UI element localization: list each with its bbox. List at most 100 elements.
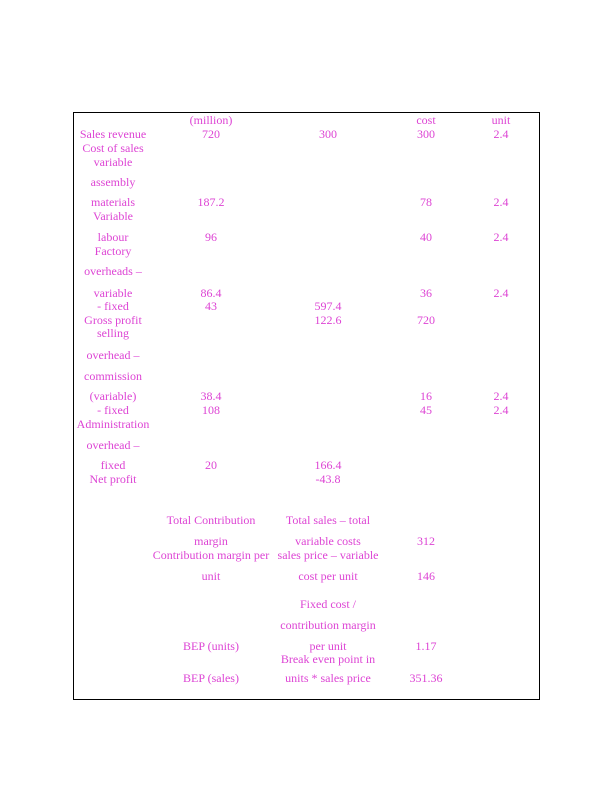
cell-term: margin	[194, 534, 228, 548]
cell-unit: 2.4	[493, 389, 509, 403]
cell-label: commission	[83, 369, 143, 383]
cell-result: 312	[417, 534, 435, 548]
cell-formula: sales price – variable	[277, 548, 379, 562]
row-selling-overhead: overhead –	[0, 349, 612, 362]
cell-cost: 36	[420, 286, 432, 300]
cell-mid: -43.8	[315, 472, 341, 486]
row-commission-variable: (variable) 38.4 16 2.4	[0, 390, 612, 403]
header-million: (million)	[189, 113, 233, 127]
row-overheads-variable: variable 86.4 36 2.4	[0, 287, 612, 300]
cell-label: overhead –	[86, 348, 140, 362]
cell-unit: 2.4	[493, 230, 509, 244]
cell-result: 351.36	[409, 671, 443, 685]
cell-result: 146	[417, 569, 435, 583]
cell-million: 38.4	[200, 389, 222, 403]
row-labour: labour 96 40 2.4	[0, 231, 612, 244]
cell-term: BEP (sales)	[183, 671, 239, 685]
row-overheads-fixed: - fixed 43 597.4	[0, 300, 612, 313]
cell-label: - fixed	[97, 299, 129, 313]
cell-cost: 300	[417, 127, 435, 141]
row-net-profit: Net profit -43.8	[0, 473, 612, 486]
row-bep-sales: BEP (sales) units * sales price 351.36	[0, 672, 612, 685]
cell-label: Factory	[94, 244, 132, 258]
row-commission: commission	[0, 370, 612, 383]
cell-label: assembly	[90, 175, 136, 189]
cell-million: 86.4	[200, 286, 222, 300]
header-row: (million) cost unit	[0, 114, 612, 127]
cell-term: Contribution margin per	[152, 548, 270, 562]
cell-mid: 300	[319, 127, 337, 141]
cell-label: (variable)	[89, 389, 137, 403]
cell-label: overheads –	[84, 264, 142, 278]
cell-label: Cost of sales	[82, 141, 144, 155]
cell-cost: 78	[420, 195, 432, 209]
cell-million: 96	[205, 230, 217, 244]
row-contribution-margin-formula: contribution margin	[0, 619, 612, 632]
cell-label: Variable	[93, 209, 133, 223]
cell-million: 108	[202, 403, 220, 417]
cell-formula: cost per unit	[298, 569, 358, 583]
row-variable: variable	[0, 156, 612, 169]
cell-unit: 2.4	[493, 127, 509, 141]
cell-label: variable	[93, 286, 133, 300]
cell-cost: 16	[420, 389, 432, 403]
cell-term: BEP (units)	[183, 639, 239, 653]
row-materials: materials 187.2 78 2.4	[0, 196, 612, 209]
row-fixed-cost-formula: Fixed cost /	[0, 598, 612, 611]
cell-label: variable	[93, 155, 133, 169]
cell-label: labour	[97, 230, 129, 244]
row-variable-2: Variable	[0, 210, 612, 223]
row-admin-overhead: overhead –	[0, 439, 612, 452]
cell-cost: 40	[420, 230, 432, 244]
row-contribution-margin-value: margin variable costs 312	[0, 535, 612, 548]
cell-formula: Break even point in	[280, 652, 376, 666]
cell-formula: per unit	[309, 639, 347, 653]
cell-label: Gross profit	[84, 313, 142, 327]
cell-term: Total Contribution	[166, 513, 256, 527]
row-cost-of-sales: Cost of sales	[0, 142, 612, 155]
row-admin-fixed: fixed 20 166.4	[0, 459, 612, 472]
cell-mid: 597.4	[314, 299, 342, 313]
cell-label: selling	[97, 326, 129, 340]
cell-million: 187.2	[197, 195, 225, 209]
cell-unit: 2.4	[493, 286, 509, 300]
cell-million: 720	[202, 127, 220, 141]
row-gross-profit: Gross profit 122.6 720	[0, 314, 612, 327]
row-contribution-margin-per: Contribution margin per sales price – va…	[0, 549, 612, 562]
cell-million: 43	[205, 299, 217, 313]
cell-label: Administration	[76, 417, 150, 431]
row-factory: Factory	[0, 245, 612, 258]
cell-cost: 720	[417, 313, 435, 327]
cell-label: fixed	[100, 458, 126, 472]
row-administration: Administration	[0, 418, 612, 431]
cell-formula: contribution margin	[280, 618, 376, 632]
table-border	[73, 112, 540, 700]
cell-formula: Total sales – total	[285, 513, 371, 527]
cell-million: 20	[205, 458, 217, 472]
cell-result: 1.17	[415, 639, 437, 653]
cell-formula: Fixed cost /	[300, 597, 356, 611]
cell-formula: units * sales price	[285, 671, 371, 685]
row-break-even-point: Break even point in	[0, 653, 612, 666]
cell-formula: variable costs	[295, 534, 361, 548]
row-bep-units: BEP (units) per unit 1.17	[0, 640, 612, 653]
cell-label: - fixed	[97, 403, 129, 417]
cell-label: Sales revenue	[79, 127, 147, 141]
cell-mid: 166.4	[314, 458, 342, 472]
cell-label: overhead –	[86, 438, 140, 452]
row-commission-fixed: - fixed 108 45 2.4	[0, 404, 612, 417]
cell-label: Net profit	[89, 472, 137, 486]
row-assembly: assembly	[0, 176, 612, 189]
cell-unit: 2.4	[493, 195, 509, 209]
cell-unit: 2.4	[493, 403, 509, 417]
cell-label: materials	[91, 195, 135, 209]
cell-mid: 122.6	[314, 313, 342, 327]
row-unit-value: unit cost per unit 146	[0, 570, 612, 583]
row-total-contribution: Total Contribution Total sales – total	[0, 514, 612, 527]
cell-term: unit	[201, 569, 221, 583]
row-sales-revenue: Sales revenue 720 300 300 2.4	[0, 128, 612, 141]
cell-cost: 45	[420, 403, 432, 417]
row-overheads: overheads –	[0, 265, 612, 278]
row-selling: selling	[0, 327, 612, 340]
